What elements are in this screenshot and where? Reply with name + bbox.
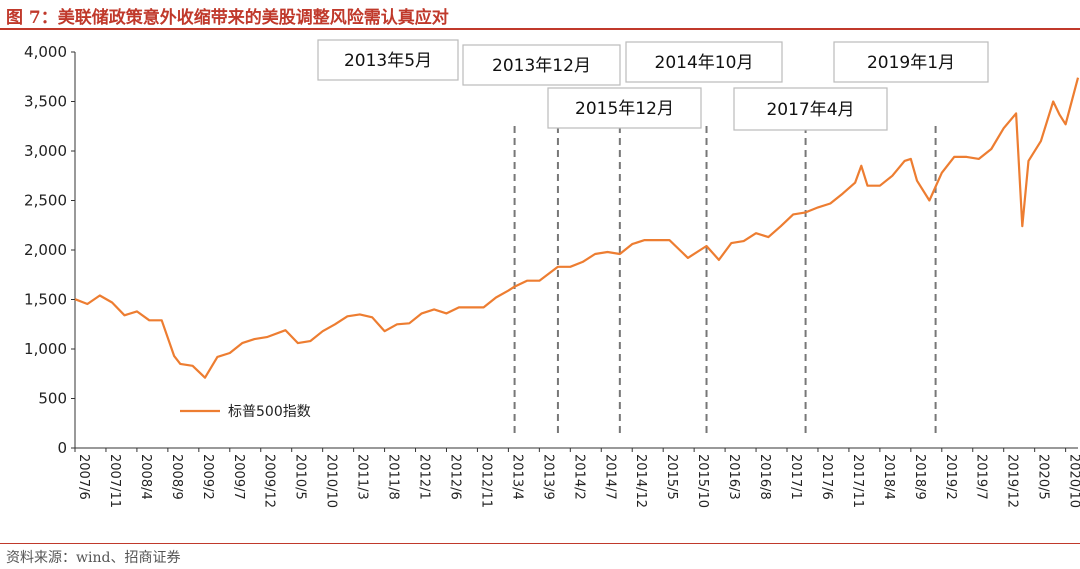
x-tick-label: 2019/7	[974, 454, 989, 500]
x-tick-label: 2017/11	[850, 454, 865, 508]
event-labels: 2013年5月 2013年12月 2014年10月 2015年12月 2017年4月 20…	[317, 39, 989, 131]
event-label-box	[317, 39, 459, 81]
y-tick-label: 4,000	[24, 43, 67, 61]
series-line	[74, 77, 1080, 379]
x-tick-label: 2012/6	[447, 454, 462, 500]
event-label-text: 2019年1月	[867, 53, 955, 73]
footer-divider	[0, 543, 1080, 544]
x-tick-label: 2010/10	[324, 454, 339, 508]
x-tick-label: 2013/9	[540, 454, 555, 500]
x-tick-label: 2009/7	[231, 454, 246, 500]
x-tick-label: 2008/9	[169, 454, 184, 500]
y-tick-label: 3,000	[24, 142, 67, 160]
x-tick-label: 2016/3	[726, 454, 741, 500]
y-tick-label: 1,500	[24, 291, 67, 309]
x-tick-label: 2008/4	[138, 454, 153, 500]
series-layer	[74, 77, 1080, 379]
title-divider	[0, 28, 1080, 30]
event-label-box	[547, 87, 702, 129]
source-note: 资料来源：wind、招商证券	[6, 550, 181, 566]
event-label-box	[462, 44, 621, 86]
y-tick-label: 3,500	[24, 93, 67, 111]
x-tick-label: 2017/6	[819, 454, 834, 500]
x-tick-label: 2019/12	[1005, 454, 1020, 508]
x-tick-label: 2010/5	[293, 454, 308, 500]
figure-title: 图 7：美联储政策意外收缩带来的美股调整风险需认真应对	[6, 8, 449, 28]
chart-axes: 0 500 1,000 1,500 2,000 2,500 3,000 3,500 4,000 2…	[24, 43, 1080, 508]
x-tick-label: 2020/10	[1067, 454, 1080, 508]
line-chart: 0 500 1,000 1,500 2,000 2,500 3,000 3,500 4,000 2…	[24, 39, 1080, 508]
x-tick-label: 2018/4	[881, 454, 896, 500]
event-label-box	[733, 87, 888, 131]
y-tick-label: 1,000	[24, 340, 67, 358]
x-tick-label: 2009/12	[262, 454, 277, 508]
y-tick-label: 0	[57, 439, 67, 457]
x-tick-label: 2015/10	[695, 454, 710, 508]
x-tick-label: 2017/1	[788, 454, 803, 500]
event-label-text: 2014年10月	[655, 53, 754, 73]
event-label-text: 2017年4月	[766, 100, 854, 120]
event-label-text: 2015年12月	[575, 99, 674, 119]
x-tick-label: 2007/6	[76, 454, 91, 500]
x-tick-label: 2015/5	[664, 454, 679, 500]
x-tick-label: 2014/2	[571, 454, 586, 500]
event-label-text: 2013年12月	[492, 56, 591, 76]
y-tick-label: 2,500	[24, 192, 67, 210]
y-tick-label: 2,000	[24, 241, 67, 259]
legend-label: 标普500指数	[228, 404, 311, 420]
x-tick-label: 2011/3	[355, 454, 370, 500]
x-tick-label: 2018/9	[912, 454, 927, 500]
x-tick-label: 2013/4	[509, 454, 524, 500]
x-tick-label: 2016/8	[757, 454, 772, 500]
legend: 标普500指数	[180, 404, 311, 420]
x-tick-label: 2009/2	[200, 454, 215, 500]
event-label-box	[625, 41, 783, 83]
event-label-box	[833, 41, 989, 83]
x-tick-label: 2012/1	[417, 454, 432, 500]
x-tick-label: 2011/8	[386, 454, 401, 500]
y-tick-label: 500	[38, 390, 67, 408]
x-tick-label: 2014/12	[633, 454, 648, 508]
x-tick-label: 2007/11	[107, 454, 122, 508]
x-tick-label: 2019/2	[943, 454, 958, 500]
x-tick-label: 2012/11	[478, 454, 493, 508]
event-markers	[513, 126, 937, 438]
event-label-text: 2013年5月	[344, 51, 432, 71]
x-tick-label: 2014/7	[602, 454, 617, 500]
x-tick-label: 2020/5	[1036, 454, 1051, 500]
